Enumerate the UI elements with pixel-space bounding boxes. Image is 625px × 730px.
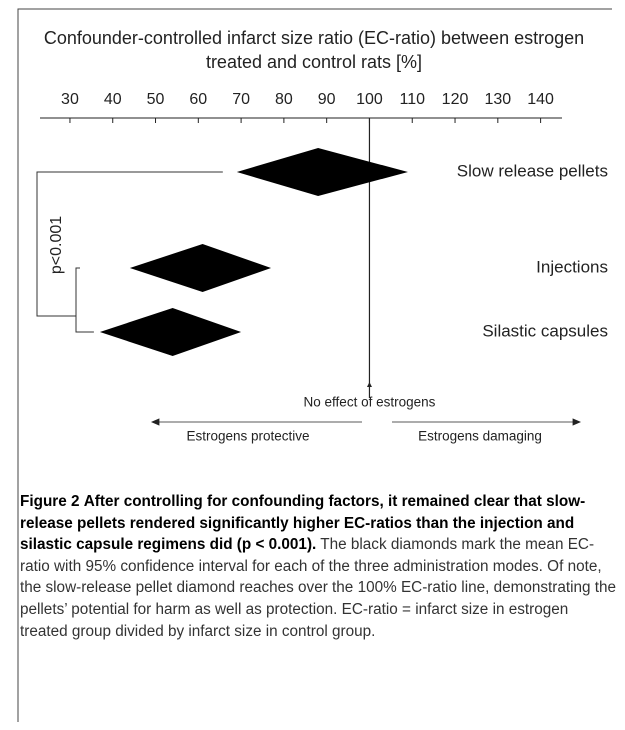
x-tick-label: 80: [275, 91, 293, 108]
frame: [17, 8, 612, 722]
diamond: [236, 148, 408, 196]
caption-label: Figure 2: [20, 493, 80, 510]
diamond: [129, 244, 272, 292]
x-tick-label: 90: [318, 91, 336, 108]
significance-label: p<0.001: [48, 216, 65, 274]
arrow: [150, 418, 362, 426]
diamond: [99, 308, 242, 356]
category-label: Silastic capsules: [482, 321, 608, 340]
arrow: [392, 418, 582, 426]
x-tick-label: 40: [104, 91, 122, 108]
x-tick-label: 60: [189, 91, 207, 108]
caption: Figure 2 After controlling for confoundi…: [20, 491, 618, 642]
category-label: Slow release pellets: [457, 161, 608, 180]
x-tick-label: 130: [484, 91, 511, 108]
x-tick-label: 140: [527, 91, 554, 108]
bracket: [36, 171, 223, 333]
category-label: Injections: [536, 257, 608, 276]
x-tick-label: 120: [442, 91, 469, 108]
reference-marker: [366, 382, 372, 387]
direction-label: Estrogens damaging: [418, 429, 542, 444]
x-tick-label: 30: [61, 91, 79, 108]
chart-title: Confounder-controlled infarct size ratio…: [43, 28, 585, 72]
x-tick-label: 110: [399, 91, 425, 108]
caption-title: After controlling for confounding factor…: [20, 493, 586, 554]
x-tick-label: 50: [147, 91, 165, 108]
direction-label: Estrogens protective: [186, 429, 309, 444]
caption-text: The black diamonds mark the mean EC-rati…: [20, 536, 617, 640]
reference-label: No effect of estrogens: [304, 395, 436, 410]
x-tick-label: 70: [232, 91, 250, 108]
x-tick-label: 100: [356, 91, 383, 108]
